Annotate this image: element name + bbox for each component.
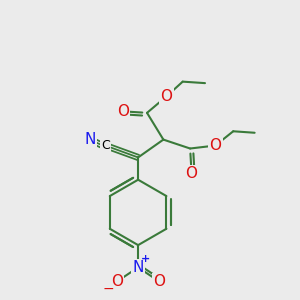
Text: O: O <box>154 274 166 289</box>
Text: −: − <box>103 282 114 296</box>
Text: O: O <box>209 138 221 153</box>
Text: O: O <box>160 89 172 104</box>
Text: O: O <box>111 274 123 289</box>
Text: C: C <box>101 139 110 152</box>
Text: O: O <box>186 166 198 181</box>
Text: +: + <box>141 254 150 264</box>
Text: O: O <box>117 104 129 119</box>
Text: N: N <box>132 260 144 275</box>
Text: N: N <box>84 132 96 147</box>
